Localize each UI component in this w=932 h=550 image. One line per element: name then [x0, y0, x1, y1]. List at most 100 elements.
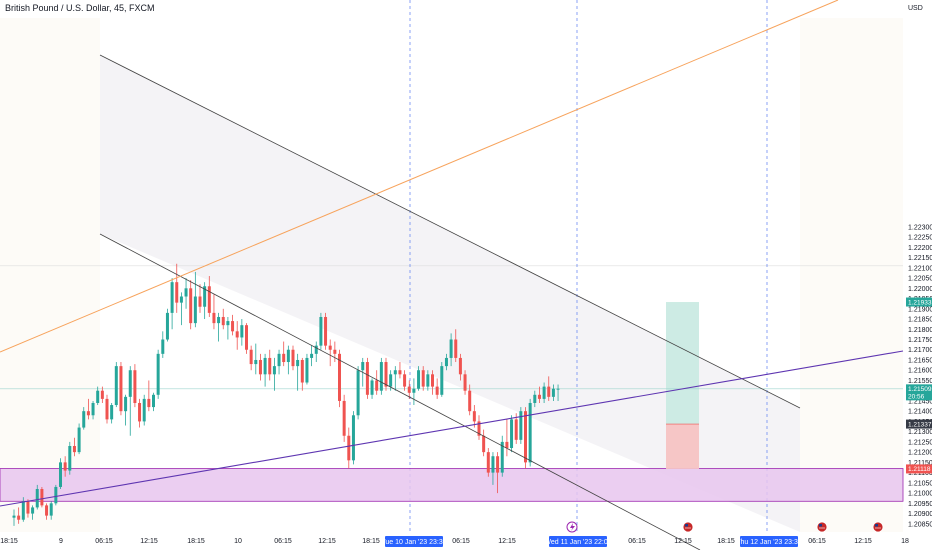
candle-body [407, 386, 411, 393]
chart-title: British Pound / U.S. Dollar, 45, FXCM [5, 3, 155, 13]
x-tick-label: 18:15 [717, 538, 735, 545]
candles-layer [12, 263, 560, 526]
candle-body [403, 374, 407, 387]
candle-body [40, 488, 44, 506]
y-tick-label: 1.21750 [908, 337, 932, 344]
candle-body [338, 353, 341, 401]
y-tick-label: 1.21800 [908, 327, 932, 334]
lightning-bolt-icon [570, 523, 575, 531]
candle-body [217, 316, 221, 324]
candle-body [426, 374, 430, 387]
candle-body [537, 394, 541, 399]
candle-body [524, 411, 527, 463]
candle-body [26, 501, 30, 514]
candle-body [533, 394, 537, 403]
candle-body [179, 296, 183, 303]
candle-body [272, 366, 276, 375]
candle-body [361, 362, 365, 371]
candle-body [35, 488, 39, 508]
y-tick-label: 1.21600 [908, 368, 932, 375]
candle-body [347, 435, 351, 461]
x-tick-label: 18 [901, 538, 909, 545]
us-flag-event-icon [682, 521, 694, 533]
y-tick-label: 1.21400 [908, 409, 932, 416]
y-tick-label: 1.22000 [908, 286, 932, 293]
drawings-layer [0, 0, 904, 550]
x-tick-label: 12:15 [674, 538, 692, 545]
candle-body [54, 486, 58, 504]
candle-body [500, 441, 504, 473]
price-tag-bg [906, 384, 932, 401]
candle-body [207, 286, 211, 313]
candle-body [49, 503, 53, 516]
candle-body [152, 394, 155, 408]
candle-body [482, 435, 486, 453]
candle-body [203, 286, 207, 307]
candle-body [91, 402, 95, 416]
candle-body [72, 445, 76, 453]
us-flag-event-icon [816, 521, 828, 533]
candle-body [226, 321, 230, 326]
candle-body [319, 316, 323, 346]
price-tag-label: 1.21118 [908, 466, 931, 473]
candle-body [463, 374, 467, 391]
candle-body [514, 419, 518, 440]
y-tick-label: 1.21100 [908, 470, 932, 477]
candle-body [421, 370, 425, 387]
candle-body [384, 362, 388, 387]
y-tick-label: 1.20900 [908, 511, 932, 518]
candle-body [245, 325, 248, 350]
candle-body [472, 411, 476, 422]
y-tick-label: 1.20950 [908, 501, 932, 508]
candle-body [370, 380, 374, 395]
candle-body [440, 366, 444, 395]
candle-body [161, 339, 165, 354]
x-tick-label: 18:15 [0, 538, 18, 545]
candle-body [258, 359, 262, 375]
orange-trendline [0, 0, 839, 353]
candle-body [412, 388, 416, 393]
candle-body [240, 325, 244, 338]
candle-body [68, 445, 72, 471]
channel-upper-line [99, 54, 801, 409]
candle-body [235, 331, 239, 338]
time-pill-bg [549, 536, 607, 547]
candle-body [21, 501, 25, 520]
candle-body [333, 349, 337, 354]
x-tick-label: 06:15 [274, 538, 292, 545]
time-pill-label: Thu 12 Jan '23 23:30 [736, 539, 802, 546]
candle-body [198, 296, 202, 307]
candle-body [189, 288, 193, 324]
candle-body [556, 388, 560, 390]
candle-body [156, 353, 160, 395]
candle-body [393, 370, 397, 375]
profit-target-box [666, 302, 699, 425]
candle-body [551, 388, 555, 397]
candle-body [277, 353, 281, 367]
candle-body [147, 398, 151, 408]
candle-body [505, 441, 509, 449]
candle-body [310, 353, 314, 358]
candle-body [375, 380, 379, 391]
y-tick-label: 1.22200 [908, 245, 932, 252]
candle-body [300, 359, 304, 383]
candle-body [59, 462, 62, 487]
candle-body [138, 402, 142, 422]
candle-body [342, 400, 346, 436]
candle-body [398, 370, 402, 375]
candle-body [431, 374, 434, 387]
candle-body [468, 390, 472, 412]
candle-body [435, 386, 439, 395]
channel-lower-line [99, 233, 701, 550]
candle-body [31, 507, 35, 514]
price-tag-bg [906, 464, 932, 474]
candle-body [221, 316, 225, 326]
x-tick-label: 12:15 [854, 538, 872, 545]
candle-body [105, 398, 109, 420]
candle-body [231, 321, 235, 332]
candle-body [291, 349, 295, 367]
candle-body [142, 398, 146, 422]
candle-body [389, 374, 393, 387]
candle-body [128, 370, 132, 397]
